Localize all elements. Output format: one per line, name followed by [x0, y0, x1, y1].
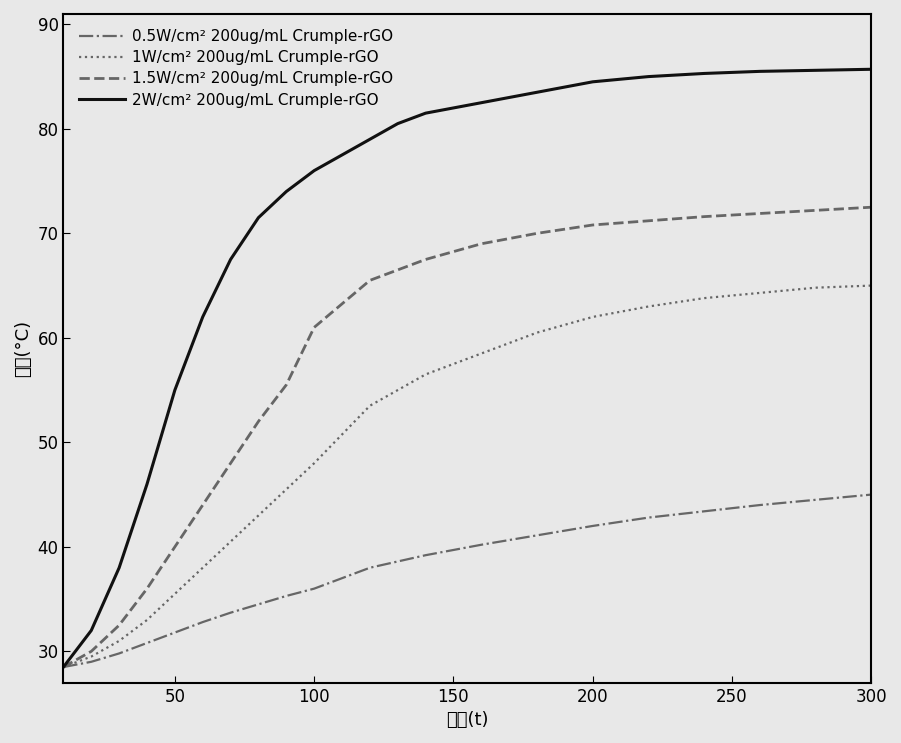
- 2W/cm² 200ug/mL Crumple-rGO: [532, 88, 542, 97]
- 1W/cm² 200ug/mL Crumple-rGO: [58, 663, 68, 672]
- 1.5W/cm² 200ug/mL Crumple-rGO: [532, 229, 542, 238]
- 0.5W/cm² 200ug/mL Crumple-rGO: [643, 513, 654, 522]
- 1.5W/cm² 200ug/mL Crumple-rGO: [225, 458, 236, 467]
- 2W/cm² 200ug/mL Crumple-rGO: [141, 480, 152, 489]
- 2W/cm² 200ug/mL Crumple-rGO: [337, 151, 348, 160]
- 1W/cm² 200ug/mL Crumple-rGO: [420, 370, 431, 379]
- 1.5W/cm² 200ug/mL Crumple-rGO: [309, 323, 320, 332]
- 2W/cm² 200ug/mL Crumple-rGO: [281, 187, 292, 196]
- 1.5W/cm² 200ug/mL Crumple-rGO: [86, 647, 96, 656]
- 1.5W/cm² 200ug/mL Crumple-rGO: [587, 221, 598, 230]
- 0.5W/cm² 200ug/mL Crumple-rGO: [169, 628, 180, 637]
- 0.5W/cm² 200ug/mL Crumple-rGO: [309, 584, 320, 593]
- 1.5W/cm² 200ug/mL Crumple-rGO: [114, 620, 124, 629]
- Legend: 0.5W/cm² 200ug/mL Crumple-rGO, 1W/cm² 200ug/mL Crumple-rGO, 1.5W/cm² 200ug/mL Cr: 0.5W/cm² 200ug/mL Crumple-rGO, 1W/cm² 20…: [71, 22, 401, 115]
- 1.5W/cm² 200ug/mL Crumple-rGO: [643, 216, 654, 225]
- Line: 1.5W/cm² 200ug/mL Crumple-rGO: 1.5W/cm² 200ug/mL Crumple-rGO: [63, 207, 871, 667]
- 1W/cm² 200ug/mL Crumple-rGO: [532, 328, 542, 337]
- 0.5W/cm² 200ug/mL Crumple-rGO: [58, 663, 68, 672]
- 1.5W/cm² 200ug/mL Crumple-rGO: [253, 417, 264, 426]
- X-axis label: 时间(t): 时间(t): [446, 711, 488, 729]
- 1W/cm² 200ug/mL Crumple-rGO: [281, 485, 292, 494]
- 0.5W/cm² 200ug/mL Crumple-rGO: [420, 551, 431, 559]
- 2W/cm² 200ug/mL Crumple-rGO: [476, 98, 487, 107]
- 2W/cm² 200ug/mL Crumple-rGO: [58, 663, 68, 672]
- 2W/cm² 200ug/mL Crumple-rGO: [699, 69, 710, 78]
- 1W/cm² 200ug/mL Crumple-rGO: [141, 615, 152, 624]
- 0.5W/cm² 200ug/mL Crumple-rGO: [365, 563, 376, 572]
- 1.5W/cm² 200ug/mL Crumple-rGO: [866, 203, 877, 212]
- 1W/cm² 200ug/mL Crumple-rGO: [225, 537, 236, 546]
- 1W/cm² 200ug/mL Crumple-rGO: [86, 652, 96, 661]
- 1.5W/cm² 200ug/mL Crumple-rGO: [197, 501, 208, 510]
- 1.5W/cm² 200ug/mL Crumple-rGO: [699, 212, 710, 221]
- 1.5W/cm² 200ug/mL Crumple-rGO: [58, 663, 68, 672]
- 2W/cm² 200ug/mL Crumple-rGO: [253, 213, 264, 222]
- 0.5W/cm² 200ug/mL Crumple-rGO: [197, 617, 208, 626]
- 1.5W/cm² 200ug/mL Crumple-rGO: [420, 255, 431, 264]
- 2W/cm² 200ug/mL Crumple-rGO: [448, 103, 459, 112]
- 2W/cm² 200ug/mL Crumple-rGO: [169, 386, 180, 395]
- 1W/cm² 200ug/mL Crumple-rGO: [699, 293, 710, 302]
- 2W/cm² 200ug/mL Crumple-rGO: [754, 67, 765, 76]
- 0.5W/cm² 200ug/mL Crumple-rGO: [253, 600, 264, 609]
- 1W/cm² 200ug/mL Crumple-rGO: [114, 637, 124, 646]
- Line: 2W/cm² 200ug/mL Crumple-rGO: 2W/cm² 200ug/mL Crumple-rGO: [63, 69, 871, 667]
- 0.5W/cm² 200ug/mL Crumple-rGO: [699, 507, 710, 516]
- 0.5W/cm² 200ug/mL Crumple-rGO: [141, 638, 152, 647]
- 0.5W/cm² 200ug/mL Crumple-rGO: [810, 496, 821, 504]
- 0.5W/cm² 200ug/mL Crumple-rGO: [476, 540, 487, 549]
- 1W/cm² 200ug/mL Crumple-rGO: [197, 563, 208, 572]
- 1W/cm² 200ug/mL Crumple-rGO: [169, 589, 180, 598]
- 1.5W/cm² 200ug/mL Crumple-rGO: [810, 206, 821, 215]
- 0.5W/cm² 200ug/mL Crumple-rGO: [587, 522, 598, 531]
- Line: 0.5W/cm² 200ug/mL Crumple-rGO: 0.5W/cm² 200ug/mL Crumple-rGO: [63, 495, 871, 667]
- 0.5W/cm² 200ug/mL Crumple-rGO: [532, 531, 542, 540]
- 1W/cm² 200ug/mL Crumple-rGO: [866, 281, 877, 290]
- 0.5W/cm² 200ug/mL Crumple-rGO: [114, 649, 124, 658]
- 1.5W/cm² 200ug/mL Crumple-rGO: [365, 276, 376, 285]
- 0.5W/cm² 200ug/mL Crumple-rGO: [281, 591, 292, 600]
- 2W/cm² 200ug/mL Crumple-rGO: [810, 66, 821, 75]
- 1W/cm² 200ug/mL Crumple-rGO: [810, 283, 821, 292]
- 1.5W/cm² 200ug/mL Crumple-rGO: [169, 542, 180, 551]
- 1W/cm² 200ug/mL Crumple-rGO: [253, 511, 264, 520]
- 1.5W/cm² 200ug/mL Crumple-rGO: [141, 584, 152, 593]
- 0.5W/cm² 200ug/mL Crumple-rGO: [86, 658, 96, 666]
- Line: 1W/cm² 200ug/mL Crumple-rGO: 1W/cm² 200ug/mL Crumple-rGO: [63, 285, 871, 667]
- 2W/cm² 200ug/mL Crumple-rGO: [392, 119, 403, 128]
- 1.5W/cm² 200ug/mL Crumple-rGO: [281, 380, 292, 389]
- 1W/cm² 200ug/mL Crumple-rGO: [754, 288, 765, 297]
- 2W/cm² 200ug/mL Crumple-rGO: [225, 255, 236, 264]
- 2W/cm² 200ug/mL Crumple-rGO: [587, 77, 598, 86]
- 2W/cm² 200ug/mL Crumple-rGO: [420, 108, 431, 117]
- 0.5W/cm² 200ug/mL Crumple-rGO: [754, 501, 765, 510]
- 2W/cm² 200ug/mL Crumple-rGO: [86, 626, 96, 635]
- 2W/cm² 200ug/mL Crumple-rGO: [365, 134, 376, 143]
- 2W/cm² 200ug/mL Crumple-rGO: [643, 72, 654, 81]
- 1.5W/cm² 200ug/mL Crumple-rGO: [754, 209, 765, 218]
- 2W/cm² 200ug/mL Crumple-rGO: [197, 313, 208, 322]
- 1W/cm² 200ug/mL Crumple-rGO: [365, 401, 376, 410]
- 1W/cm² 200ug/mL Crumple-rGO: [309, 458, 320, 467]
- 1W/cm² 200ug/mL Crumple-rGO: [643, 302, 654, 311]
- 2W/cm² 200ug/mL Crumple-rGO: [866, 65, 877, 74]
- 2W/cm² 200ug/mL Crumple-rGO: [309, 166, 320, 175]
- 2W/cm² 200ug/mL Crumple-rGO: [114, 563, 124, 572]
- 1W/cm² 200ug/mL Crumple-rGO: [587, 313, 598, 322]
- 0.5W/cm² 200ug/mL Crumple-rGO: [225, 609, 236, 617]
- 1.5W/cm² 200ug/mL Crumple-rGO: [476, 239, 487, 248]
- Y-axis label: 温度(°C): 温度(°C): [14, 319, 32, 377]
- 0.5W/cm² 200ug/mL Crumple-rGO: [866, 490, 877, 499]
- 1W/cm² 200ug/mL Crumple-rGO: [476, 349, 487, 358]
